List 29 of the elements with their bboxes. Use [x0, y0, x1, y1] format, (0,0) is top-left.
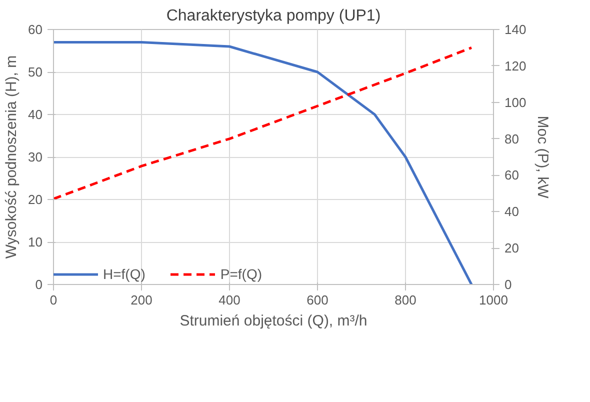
y-tick-label: 40	[28, 107, 43, 122]
x-axis-title: Strumień objętości (Q), m³/h	[180, 312, 368, 330]
legend-label: H=f(Q)	[103, 266, 146, 282]
x-tick-label: 800	[394, 292, 416, 308]
y2-tick-label: 0	[504, 277, 512, 292]
line-series	[54, 41, 473, 284]
y2-axis-title: Moc (P), kW	[534, 116, 552, 200]
legend-label: P=f(Q)	[220, 266, 262, 282]
y2-tick-label: 100	[504, 94, 526, 110]
x-tick-label: 1000	[479, 292, 508, 308]
y-tick-label: 30	[28, 150, 43, 164]
y2-tick-label: 140	[504, 22, 526, 37]
x-tick-label: 0	[50, 292, 58, 308]
y2-tick-label: 40	[504, 204, 519, 220]
y-tick-label: 50	[28, 64, 43, 80]
y-axis-title: Wysokość podnoszenia (H), m	[3, 55, 20, 259]
x-tick-label: 200	[130, 292, 152, 308]
y2-tick-label: 20	[504, 240, 519, 256]
line-series	[54, 46, 473, 200]
y-tick-label: 60	[28, 22, 43, 37]
y2-tick-label: 60	[504, 168, 519, 183]
x-tick-label: 400	[218, 292, 240, 308]
y-tick-label: 0	[35, 277, 43, 292]
x-tick-label: 600	[306, 292, 328, 308]
y-tick-label: 10	[28, 234, 43, 250]
y2-tick-label: 120	[504, 58, 526, 74]
y2-tick-label: 80	[504, 131, 519, 146]
y-tick-label: 20	[28, 192, 43, 207]
chart-title: Charakterystyka pompy (UP1)	[166, 8, 381, 24]
